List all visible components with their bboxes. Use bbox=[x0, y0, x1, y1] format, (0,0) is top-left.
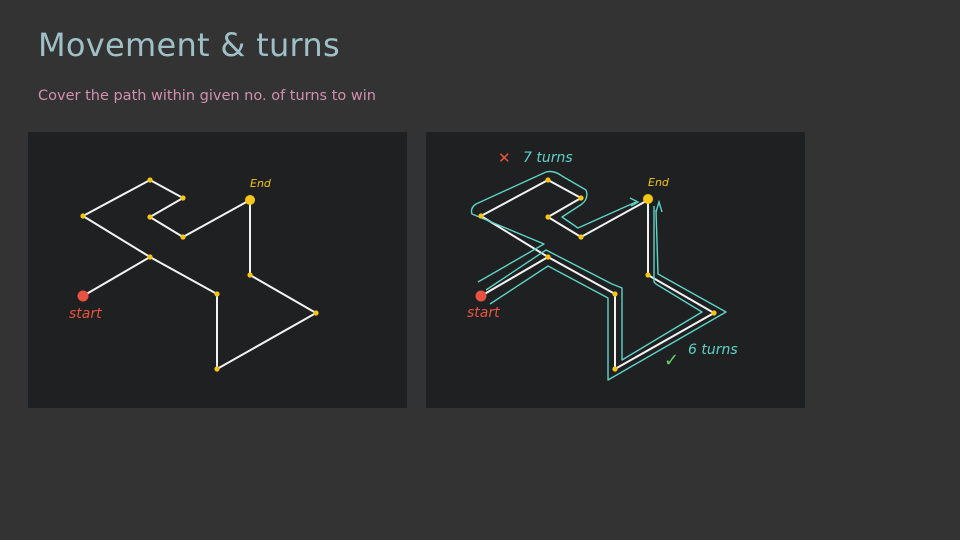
path-node bbox=[147, 177, 153, 183]
cross-icon: ✕ bbox=[498, 149, 511, 167]
good-route-label: 6 turns bbox=[688, 342, 738, 358]
path-diagram: start End bbox=[69, 177, 319, 372]
path-node bbox=[612, 366, 618, 372]
path-node bbox=[214, 366, 220, 372]
check-icon: ✓ bbox=[664, 350, 679, 371]
path-node bbox=[147, 254, 153, 260]
end-label: End bbox=[648, 176, 670, 189]
slide-title: Movement & turns bbox=[38, 26, 340, 64]
path-node bbox=[313, 310, 319, 316]
path-nodes bbox=[478, 177, 717, 372]
path-node bbox=[147, 214, 153, 220]
path-node bbox=[247, 272, 253, 278]
path-node bbox=[578, 195, 584, 201]
path-nodes bbox=[80, 177, 319, 372]
path-node bbox=[645, 272, 651, 278]
path-node bbox=[545, 177, 551, 183]
good-route-trace bbox=[485, 206, 703, 361]
good-route-arrow bbox=[655, 199, 663, 213]
end-node bbox=[245, 195, 255, 205]
start-label: start bbox=[467, 305, 500, 321]
path-node bbox=[578, 234, 584, 240]
path-node bbox=[180, 195, 186, 201]
path-node bbox=[612, 291, 618, 297]
bad-route-arrow bbox=[629, 197, 640, 207]
bad-route-label: 7 turns bbox=[523, 150, 573, 166]
path-node bbox=[545, 214, 551, 220]
path-line bbox=[480, 179, 715, 370]
route-comparison-panel: start End ✕ 7 turns ✓ 6 turns bbox=[426, 132, 805, 408]
start-node bbox=[77, 290, 89, 302]
start-node bbox=[475, 290, 487, 302]
end-node bbox=[643, 194, 653, 204]
path-node bbox=[80, 213, 86, 219]
bad-route-trace bbox=[470, 170, 637, 283]
path-node bbox=[180, 234, 186, 240]
path-node bbox=[478, 213, 484, 219]
slide-subtitle: Cover the path within given no. of turns… bbox=[38, 88, 376, 104]
good-route-trace-outer bbox=[489, 209, 727, 381]
start-label: start bbox=[69, 306, 102, 322]
path-diagram-panel: start End bbox=[28, 132, 407, 408]
path-node bbox=[545, 254, 551, 260]
path-node bbox=[214, 291, 220, 297]
end-label: End bbox=[250, 177, 272, 190]
path-node bbox=[711, 310, 717, 316]
route-comparison-diagram: start End ✕ 7 turns ✓ 6 turns bbox=[467, 149, 738, 381]
path-line bbox=[82, 179, 317, 370]
